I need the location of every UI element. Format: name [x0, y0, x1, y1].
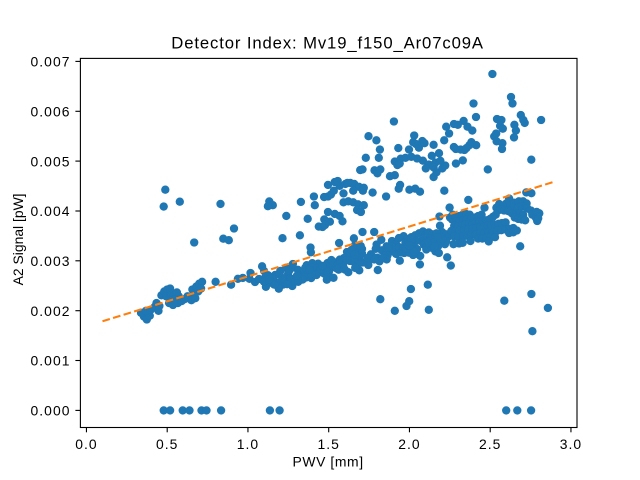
svg-text:PWV [mm]: PWV [mm] — [293, 454, 364, 470]
svg-text:Detector Index: Mv19_f150_Ar07: Detector Index: Mv19_f150_Ar07c09A — [171, 34, 484, 53]
svg-text:0.001: 0.001 — [30, 353, 70, 369]
svg-text:0.004: 0.004 — [30, 203, 70, 219]
svg-text:0.006: 0.006 — [30, 104, 70, 120]
svg-text:0.0: 0.0 — [75, 436, 97, 452]
svg-text:0.007: 0.007 — [30, 54, 70, 70]
svg-text:0.002: 0.002 — [30, 303, 70, 319]
svg-text:A2 Signal [pW]: A2 Signal [pW] — [10, 193, 26, 285]
svg-text:0.000: 0.000 — [30, 403, 70, 419]
svg-text:1.0: 1.0 — [237, 436, 259, 452]
svg-text:2.0: 2.0 — [398, 436, 420, 452]
svg-text:2.5: 2.5 — [479, 436, 501, 452]
svg-text:1.5: 1.5 — [317, 436, 339, 452]
svg-text:0.5: 0.5 — [156, 436, 178, 452]
svg-text:0.003: 0.003 — [30, 253, 70, 269]
svg-text:0.005: 0.005 — [30, 153, 70, 169]
svg-text:3.0: 3.0 — [560, 436, 582, 452]
